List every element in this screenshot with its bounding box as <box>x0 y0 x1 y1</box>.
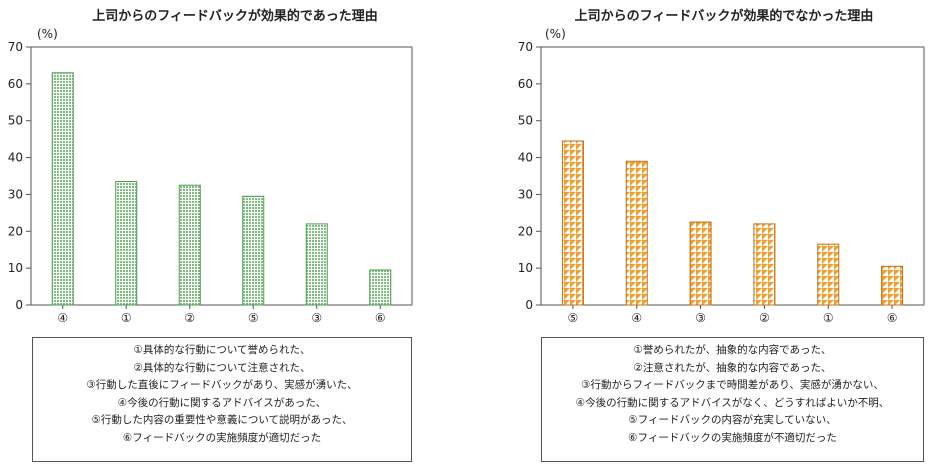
legend-item: ⑤フィードバックの内容が充実していない、 <box>628 414 837 426</box>
y-tick-label: 0 <box>15 298 23 312</box>
y-tick-label: 50 <box>8 114 23 128</box>
chart-right-legend: ①誉められたが、抽象的な内容であった、 ②注意されたが、抽象的な内容であった、 … <box>541 337 924 462</box>
chart-left-svg: 上司からのフィードバックが効果的であった理由 (%) 0 10 20 30 40 50 60… <box>8 8 413 325</box>
x-category-label: ③ <box>311 311 322 325</box>
legend-item: ⑥フィードバックの実施頻度が適切だった <box>122 431 322 444</box>
bar <box>369 269 392 306</box>
y-tick-label: 20 <box>8 224 23 238</box>
bar <box>625 160 648 306</box>
bar <box>753 223 776 306</box>
x-category-label: ③ <box>695 311 706 325</box>
chart-left-plot-frame <box>30 46 413 306</box>
legend-item: ⑥フィードバックの実施頻度が不適切だった <box>628 431 837 444</box>
y-tick-label: 30 <box>518 187 533 201</box>
y-tick-label: 50 <box>518 114 533 128</box>
y-tick-label: 40 <box>8 151 23 165</box>
x-category-label: ① <box>823 311 834 325</box>
bar <box>305 223 328 306</box>
bar <box>51 72 74 306</box>
y-tick-label: 40 <box>518 151 533 165</box>
legend-item: ①具体的な行動について誉められた、 <box>133 344 311 356</box>
y-tick-label: 10 <box>518 261 533 275</box>
legend-item: ③行動からフィードバックまで時間差があり、実感が湧かない、 <box>581 379 884 391</box>
legend-item: ⑤行動した内容の重要性や意義について説明があった、 <box>91 414 353 426</box>
chart-right-title: 上司からのフィードバックが効果的でなかった理由 <box>575 8 874 24</box>
x-category-label: ② <box>184 311 195 325</box>
bar <box>561 140 584 306</box>
x-category-label: ② <box>759 311 770 325</box>
chart-left-legend: ①具体的な行動について誉められた、 ②具体的な行動について注意された、 ③行動し… <box>32 337 412 462</box>
chart-right-plot-frame <box>540 46 925 306</box>
legend-item: ④今後の行動に関するアドバイスがなく、どうすればよいか不明、 <box>575 396 890 409</box>
bar <box>881 265 904 306</box>
y-tick-label: 60 <box>518 77 533 91</box>
bar <box>689 221 712 306</box>
chart-left: 上司からのフィードバックが効果的であった理由 (%) 0 10 20 30 40 50 60… <box>8 8 413 462</box>
bar <box>817 243 840 306</box>
y-tick-label: 0 <box>525 298 533 312</box>
y-tick-label: 60 <box>8 77 23 91</box>
chart-left-title: 上司からのフィードバックが効果的であった理由 <box>92 8 378 24</box>
bar <box>115 181 138 306</box>
y-tick-label: 20 <box>518 224 533 238</box>
legend-item: ③行動した直後にフィードバックがあり、実感が湧いた、 <box>86 379 358 391</box>
y-tick-label: 10 <box>8 261 23 275</box>
x-category-label: ⑥ <box>375 311 386 325</box>
chart-left-unit: (%) <box>37 27 58 41</box>
y-tick-label: 30 <box>8 187 23 201</box>
bar <box>242 195 265 306</box>
chart-right-svg: 上司からのフィードバックが効果的でなかった理由 (%) 0 10 20 30 40 50 6… <box>518 8 925 325</box>
legend-item: ②注意されたが、抽象的な内容であった、 <box>633 361 832 374</box>
legend-item: ①誉められたが、抽象的な内容であった、 <box>633 344 832 356</box>
x-category-label: ④ <box>57 311 68 325</box>
bar <box>178 184 201 306</box>
y-tick-label: 70 <box>8 40 23 54</box>
x-category-label: ⑥ <box>887 311 898 325</box>
legend-item: ②具体的な行動について注意された、 <box>133 361 311 374</box>
chart-right: 上司からのフィードバックが効果的でなかった理由 (%) 0 10 20 30 40 50 6… <box>468 0 936 472</box>
x-category-label: ⑤ <box>568 311 579 325</box>
y-tick-label: 70 <box>518 40 533 54</box>
legend-item: ④今後の行動に関するアドバイスがあった、 <box>117 396 327 409</box>
x-category-label: ⑤ <box>248 311 259 325</box>
chart-right-unit: (%) <box>545 27 566 41</box>
x-category-label: ④ <box>631 311 642 325</box>
x-category-label: ① <box>121 311 132 325</box>
